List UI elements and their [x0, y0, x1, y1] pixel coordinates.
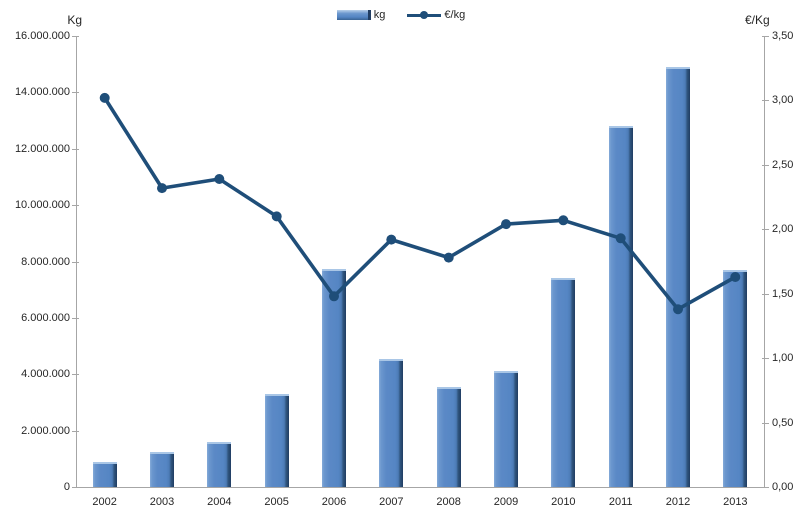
bar-2005 — [264, 393, 289, 487]
data-point-2003 — [157, 183, 167, 194]
right-axis-tick-label: 0,00 — [772, 481, 794, 493]
bar-2003 — [150, 451, 174, 487]
left-axis-tick — [72, 317, 79, 319]
left-axis-tick — [72, 374, 79, 376]
left-axis-tick-label: 6.000.000 — [21, 311, 70, 324]
data-point-2002 — [99, 92, 110, 103]
x-axis-label-2011: 2011 — [608, 496, 633, 508]
right-axis-tick-label: 3,50 — [772, 30, 794, 42]
right-axis-tick-label: 2,00 — [772, 223, 794, 236]
left-axis-tick — [72, 92, 79, 94]
right-axis-tick-label: 3,00 — [772, 94, 794, 107]
left-axis-tick — [72, 487, 79, 488]
line-swatch-icon — [407, 10, 442, 20]
right-axis-tick — [762, 164, 769, 166]
bar-2011 — [608, 126, 633, 487]
bar-2010 — [551, 278, 576, 487]
left-axis-tick-label: 12.000.000 — [14, 142, 70, 155]
x-axis-label-2004: 2004 — [207, 496, 232, 508]
left-axis-tick — [72, 261, 79, 263]
x-axis-label-2007: 2007 — [379, 496, 404, 508]
x-axis-label-2010: 2010 — [551, 496, 576, 508]
x-axis-label-2008: 2008 — [436, 496, 461, 508]
x-axis-label-2003: 2003 — [149, 496, 175, 508]
right-axis-tick — [762, 229, 769, 231]
right-axis-tick — [762, 36, 769, 37]
left-axis-tick-label: 4.000.000 — [21, 368, 70, 381]
x-axis-label-2006: 2006 — [321, 496, 347, 508]
x-axis-line — [76, 487, 765, 488]
data-point-2004 — [214, 174, 225, 184]
right-axis-tick — [762, 487, 769, 488]
legend-label-kg: kg — [373, 9, 386, 21]
right-axis-tick-label: 0,50 — [772, 416, 794, 429]
data-point-2005 — [271, 211, 282, 222]
right-axis-title: €/Kg — [745, 13, 770, 27]
right-axis-tick-label: 1,50 — [772, 287, 794, 300]
right-axis-tick — [762, 100, 769, 102]
left-axis-tick — [72, 205, 79, 207]
left-axis-tick — [72, 430, 79, 432]
data-point-2008 — [443, 252, 454, 263]
left-axis-tick-label: 2.000.000 — [21, 424, 70, 437]
x-axis-label-2002: 2002 — [92, 496, 117, 508]
right-axis-tick-label: 1,00 — [772, 352, 794, 365]
bar-2009 — [494, 371, 518, 487]
bar-2002 — [92, 461, 117, 487]
left-axis-tick — [72, 148, 79, 150]
left-axis-tick-label: 14.000.000 — [14, 86, 70, 99]
data-point-2009 — [501, 219, 511, 230]
legend-item-kg: kg — [336, 9, 386, 21]
eur-per-kg-line — [102, 96, 738, 312]
left-axis-title: Kg — [67, 13, 82, 27]
right-axis-tick-label: 2,50 — [772, 158, 794, 171]
x-axis-label-2012: 2012 — [665, 496, 691, 508]
bar-2008 — [436, 386, 461, 487]
right-axis-line — [764, 36, 765, 487]
legend: kg €/kg — [0, 9, 802, 21]
left-axis-tick-label: 16.000.000 — [14, 30, 70, 42]
left-axis-tick-label: 10.000.000 — [14, 199, 70, 212]
bar-2012 — [666, 67, 690, 487]
left-axis-tick-label: 8.000.000 — [21, 255, 70, 268]
legend-label-eurkg: €/kg — [444, 9, 466, 21]
bar-2006 — [322, 268, 346, 487]
x-axis-label-2009: 2009 — [493, 496, 519, 508]
right-axis-tick — [762, 358, 769, 360]
data-point-2010 — [558, 215, 569, 226]
bar-2007 — [379, 358, 404, 487]
x-axis-label-2013: 2013 — [723, 496, 748, 508]
left-axis-tick-label: 0 — [63, 481, 70, 493]
bar-swatch-icon — [336, 10, 371, 20]
bar-2013 — [723, 269, 748, 487]
right-axis-tick — [762, 422, 769, 424]
legend-item-eur-kg: €/kg — [407, 9, 465, 21]
left-axis-tick — [72, 36, 79, 37]
x-axis-label-2005: 2005 — [264, 496, 289, 508]
data-point-2007 — [386, 234, 397, 245]
bar-2004 — [207, 441, 232, 487]
right-axis-tick — [762, 293, 769, 295]
